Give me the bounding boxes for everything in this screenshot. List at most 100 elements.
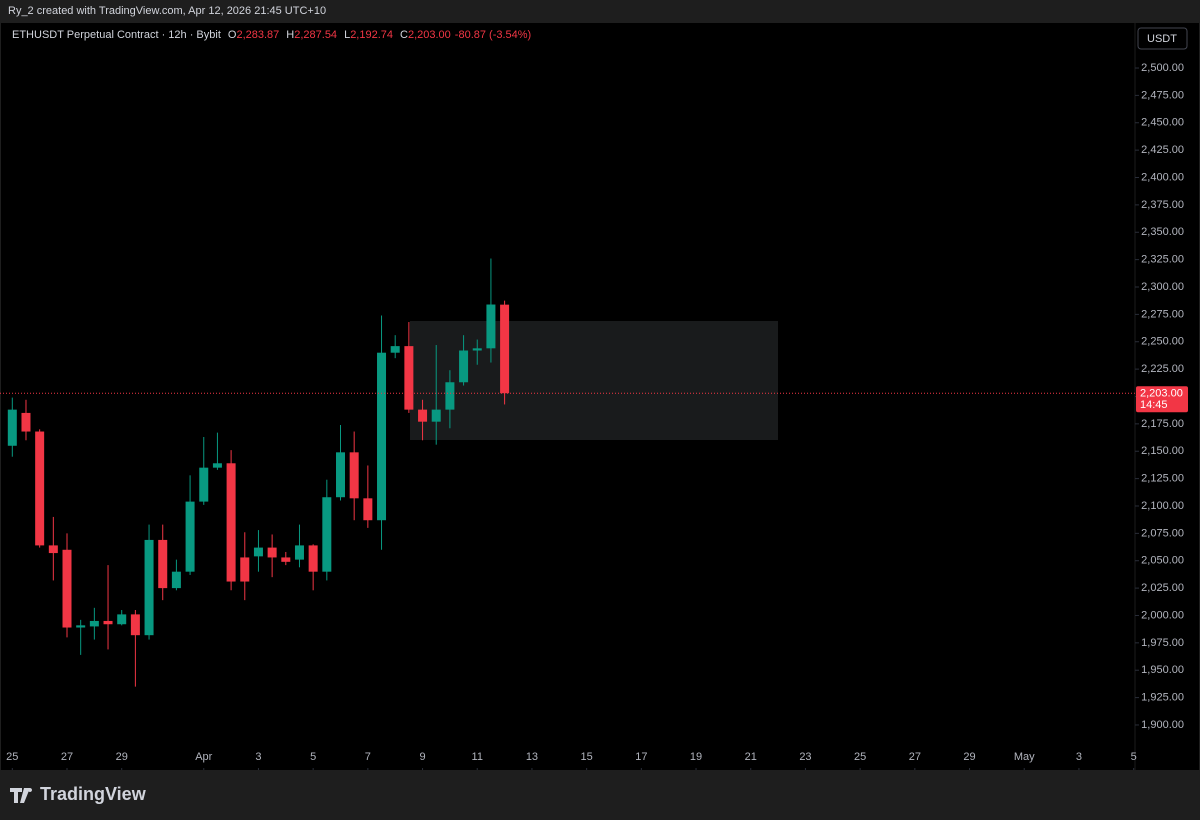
candle-body [472,348,482,351]
y-tick-label: 2,000.00 [1141,609,1184,621]
candle-body [103,620,113,625]
legend-value: 2,192.74 [350,29,394,41]
y-tick-label: 1,950.00 [1141,664,1184,676]
candle-body [500,304,510,394]
candle-body [21,412,31,432]
y-tick-label: 2,100.00 [1141,500,1184,512]
y-tick-label: 2,125.00 [1141,473,1184,485]
x-tick-label: 3 [1076,751,1082,763]
x-tick-label: May [1014,751,1035,763]
candle-body [445,382,455,410]
credit: Ry_2 created with TradingView.com, Apr 1… [8,5,326,17]
y-tick-label: 2,450.00 [1141,117,1184,129]
candle-body [171,571,181,589]
x-tick-label: 7 [365,751,371,763]
candle-body [117,614,127,625]
candle-body [240,557,250,582]
candle-body [418,409,428,422]
candle-body [76,625,86,628]
candle-body [336,452,345,498]
y-tick-label: 1,975.00 [1141,637,1184,649]
candle-body [226,463,236,582]
candle-body [48,545,58,554]
legend-key: H [286,29,295,41]
y-tick-label: 1,900.00 [1141,719,1184,731]
candle-body [404,346,414,410]
legend-value: 2,203.00 [407,29,451,41]
x-tick-label: 27 [909,751,921,763]
y-tick-label: 2,475.00 [1141,89,1184,101]
x-tick-label: Apr [195,751,212,763]
y-tick-label: 2,375.00 [1141,199,1184,211]
x-tick-label: 25 [6,751,18,763]
candle-body [363,498,373,521]
candle-body [62,549,72,628]
y-tick-label: 2,300.00 [1141,281,1184,293]
x-tick-label: 29 [116,751,128,763]
candle-body [322,497,332,572]
candle-body [35,431,45,546]
candle-body [349,452,359,499]
legend: ETHUSDT Perpetual Contract · 12h · Bybit… [12,29,531,41]
y-tick-label: 2,150.00 [1141,445,1184,457]
y-tick-label: 2,400.00 [1141,171,1184,183]
y-tick-label: 2,250.00 [1141,336,1184,348]
x-tick-label: 15 [581,751,593,763]
currency-button[interactable] [1137,27,1188,50]
candle-body [158,539,168,589]
candle-body [130,614,140,636]
x-tick-label: 5 [1131,751,1137,763]
x-tick-label: 27 [61,751,73,763]
candle-body [486,304,496,349]
last-price-tag [1136,386,1188,413]
legend-key: O [227,29,237,41]
y-tick-label: 2,500.00 [1141,62,1184,74]
symbol: ETHUSDT Perpetual Contract · 12h · Bybit [12,29,221,41]
candle-body [7,409,17,446]
x-tick-label: 21 [745,751,757,763]
x-tick-label: 11 [472,751,483,763]
candle-body [199,467,209,502]
y-tick-label: 2,025.00 [1141,582,1184,594]
currency[interactable]: USDT [1147,33,1177,45]
y-tick-label: 2,350.00 [1141,226,1184,238]
candle-body [294,545,304,560]
candle-body [281,557,291,562]
x-tick-label: 29 [963,751,975,763]
last-price-label: 2,203.00 [1140,388,1183,400]
brand: TradingView [40,784,147,804]
legend-key: L [344,29,351,41]
x-tick-label: 25 [854,751,866,763]
candle-body [377,352,387,521]
candle-body [144,539,154,636]
candle-body [89,620,99,627]
x-tick-label: 17 [635,751,647,763]
candle-body [253,547,263,557]
y-tick-label: 2,225.00 [1141,363,1184,375]
y-tick-label: 2,075.00 [1141,527,1184,539]
x-tick-label: 3 [255,751,261,763]
candle-body [185,501,195,572]
y-tick-label: 2,275.00 [1141,308,1184,320]
y-tick-label: 2,050.00 [1141,555,1184,567]
x-tick-label: 19 [690,751,702,763]
x-tick-label: 5 [310,751,316,763]
x-tick-label: 13 [526,751,538,763]
y-tick-label: 2,425.00 [1141,144,1184,156]
candle-body [390,346,400,353]
change: -80.87 (-3.54%) [454,29,532,41]
candle-body [212,463,222,468]
legend-key: C [400,29,408,41]
candle-body [431,409,441,422]
x-tick-label: 9 [419,751,425,763]
legend-value: 2,287.54 [294,29,338,41]
candle-body [308,545,318,572]
y-tick-label: 2,175.00 [1141,418,1184,430]
brand-logo [10,788,33,803]
candle-body [459,350,469,383]
x-tick-label: 23 [799,751,811,763]
y-tick-label: 2,325.00 [1141,254,1184,266]
legend-value: 2,283.87 [236,29,280,41]
